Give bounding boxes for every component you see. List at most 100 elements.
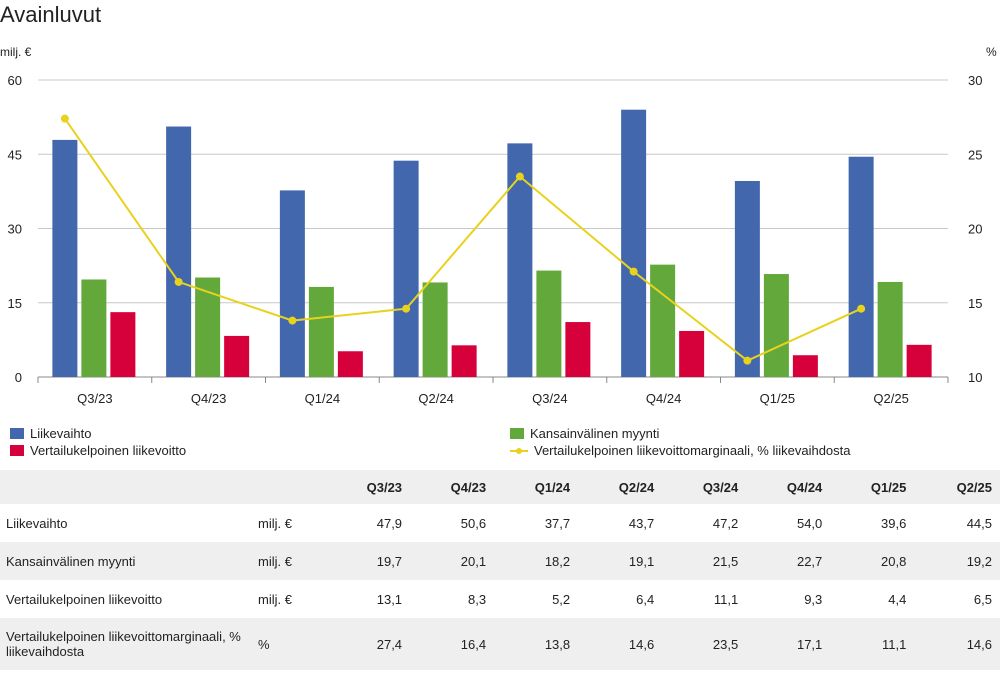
table-cell: 47,9 bbox=[376, 515, 403, 531]
key-figures-chart: 0 15 30 45 60 10 15 20 25 30 milj. € % Q3/23 Q4/23 Q1/… bbox=[0, 45, 997, 406]
legend-label-revenue: Liikevaihto bbox=[30, 426, 92, 441]
table-cell: 8,3 bbox=[468, 591, 487, 607]
y-tick-label-right: 20 bbox=[968, 222, 982, 237]
x-tick-label: Q4/23 bbox=[191, 391, 226, 406]
table-header-unit-empty bbox=[252, 470, 324, 504]
margin-point bbox=[857, 304, 866, 313]
y-tick-label-left: 60 bbox=[8, 73, 22, 88]
y-tick-label-right: 25 bbox=[968, 147, 982, 162]
x-tick-label: Q4/24 bbox=[646, 391, 681, 406]
legend-label-ebit: Vertailukelpoinen liikevoitto bbox=[30, 443, 187, 458]
legend-swatch-revenue bbox=[10, 428, 24, 439]
table-row: Kansainvälinen myynti milj. €19,7 20,1 18,2… bbox=[0, 542, 1000, 580]
table-row: Vertailukelpoinen liikevoitto milj. € 13,1… bbox=[0, 580, 1000, 618]
margin-point bbox=[743, 356, 752, 365]
bar-ebit bbox=[110, 312, 136, 377]
table-row-label: Liikevaihto bbox=[6, 515, 68, 531]
bar-intl bbox=[422, 282, 448, 377]
bar-revenue bbox=[52, 139, 78, 377]
table-cell: 37,7 bbox=[544, 515, 571, 531]
table-cell: 13,8 bbox=[492, 618, 577, 670]
legend-swatch-ebit bbox=[10, 445, 24, 456]
bar-intl bbox=[650, 264, 676, 377]
table-cell: 19,1 bbox=[576, 542, 661, 580]
table-cell: 11,1 bbox=[828, 618, 913, 670]
legend-item-ebit: Vertailukelpoinen liikevoitto bbox=[10, 443, 186, 458]
table-header-q7: Q1/25 bbox=[828, 470, 913, 504]
table-cell: 20,1 bbox=[408, 542, 493, 580]
table-header-q6: Q4/24 bbox=[744, 470, 829, 504]
margin-line bbox=[64, 118, 862, 362]
legend-item-revenue: Liikevaihto bbox=[10, 426, 91, 441]
bar-ebit bbox=[451, 345, 477, 377]
y-tick-label-left: 45 bbox=[8, 147, 22, 162]
table-cell: 11,1 bbox=[713, 591, 739, 607]
bar-intl bbox=[81, 279, 107, 377]
page-title: Avainluvut bbox=[0, 2, 102, 27]
y-tick-label-left: 30 bbox=[8, 222, 22, 237]
bar-intl bbox=[877, 281, 903, 377]
bar-intl bbox=[308, 286, 334, 377]
table-cell: 13,1 bbox=[376, 591, 403, 607]
table-cell: 20,8 bbox=[828, 542, 913, 580]
table-header-q3: Q1/24 bbox=[492, 470, 577, 504]
table-cell: 39,6 bbox=[881, 515, 907, 531]
table-row-unit: milj. € bbox=[258, 515, 292, 531]
margin-point bbox=[515, 172, 524, 181]
table-cell: 22,7 bbox=[744, 542, 829, 580]
bar-intl bbox=[536, 270, 562, 377]
table-cell: 21,5 bbox=[660, 542, 745, 580]
key-figures-table: Q3/23 Q4/23 Q1/24 Q2/24 Q3/24 Q4/24 Q1/2… bbox=[0, 470, 1000, 670]
table-header-q8: Q2/25 bbox=[912, 470, 1000, 504]
table-cell: 47,2 bbox=[712, 515, 739, 531]
table-cell: 16,4 bbox=[408, 618, 493, 670]
table-row-label: Kansainvälinen myynti bbox=[0, 542, 252, 580]
table-cell: 19,2 bbox=[912, 542, 1000, 580]
table-header-q4: Q2/24 bbox=[576, 470, 661, 504]
table-header-empty bbox=[0, 470, 252, 504]
table-row: Vertailukelpoinen liikevoittomarginaali,… bbox=[0, 618, 1000, 670]
table-cell: 19,7 bbox=[324, 542, 409, 580]
x-tick-label: Q1/25 bbox=[760, 391, 795, 406]
table-row-unit: % bbox=[252, 618, 324, 670]
table-cell: 27,4 bbox=[324, 618, 409, 670]
y-tick-label-left: 15 bbox=[8, 296, 22, 311]
bar-ebit bbox=[906, 344, 932, 377]
legend-swatch-margin bbox=[510, 446, 528, 456]
table-cell: 50,6 bbox=[460, 515, 487, 531]
table-row-unit: milj. € bbox=[258, 591, 292, 607]
legend-swatch-intl bbox=[510, 428, 524, 439]
table-row-label: Vertailukelpoinen liikevoitto bbox=[6, 591, 163, 607]
table-header-q2: Q4/23 bbox=[408, 470, 493, 504]
legend-label-intl: Kansainvälinen myynti bbox=[530, 426, 660, 441]
table-header-row: Q3/23 Q4/23 Q1/24 Q2/24 Q3/24 Q4/24 Q1/2… bbox=[0, 470, 1000, 504]
table-cell: 6,4 bbox=[636, 591, 655, 607]
table-cell: 18,2 bbox=[492, 542, 577, 580]
chart-legend: Liikevaihto Vertailukelpoinen liikevoitt… bbox=[0, 426, 1000, 462]
bar-revenue bbox=[393, 160, 419, 377]
x-tick-label: Q2/25 bbox=[873, 391, 908, 406]
table-cell: 23,5 bbox=[660, 618, 745, 670]
legend-label-margin: Vertailukelpoinen liikevoittomarginaali,… bbox=[534, 443, 851, 458]
y-tick-label-right: 10 bbox=[968, 370, 982, 385]
x-tick-label: Q3/23 bbox=[77, 391, 112, 406]
table-cell: 44,5 bbox=[966, 515, 992, 531]
bar-ebit bbox=[565, 322, 591, 377]
margin-point bbox=[174, 277, 183, 286]
table-cell: 6,5 bbox=[973, 591, 992, 607]
table-header-q1: Q3/23 bbox=[324, 470, 409, 504]
bar-ebit bbox=[224, 335, 250, 377]
bar-ebit bbox=[792, 355, 818, 377]
table-cell: 5,2 bbox=[552, 591, 571, 607]
table-row-unit: milj. € bbox=[252, 542, 324, 580]
table-cell: 14,6 bbox=[576, 618, 661, 670]
y-tick-label-left: 0 bbox=[15, 370, 22, 385]
table-header-q5: Q3/24 bbox=[660, 470, 745, 504]
bar-intl bbox=[763, 274, 789, 377]
bar-revenue bbox=[166, 126, 192, 377]
legend-item-margin: Vertailukelpoinen liikevoittomarginaali,… bbox=[510, 443, 851, 458]
bar-revenue bbox=[734, 180, 760, 377]
bar-revenue bbox=[621, 109, 647, 377]
x-tick-label: Q1/24 bbox=[305, 391, 340, 406]
bar-revenue bbox=[279, 190, 305, 377]
